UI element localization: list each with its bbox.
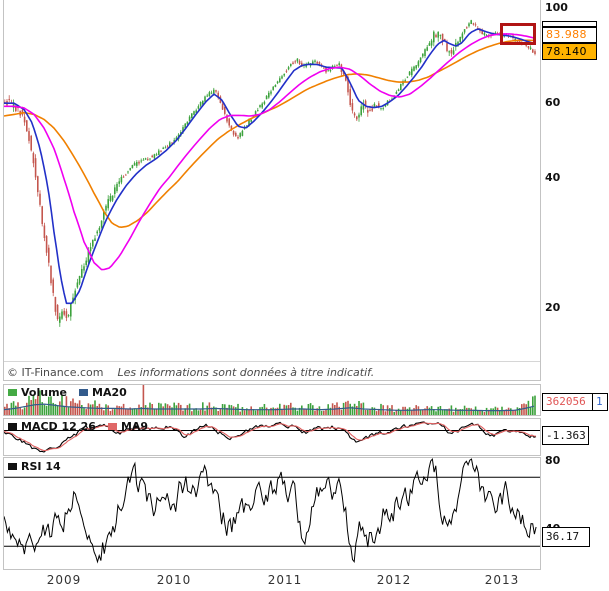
copyright-disclaimer: Les informations sont données à titre in… <box>117 366 375 379</box>
rsi-swatch-icon <box>8 463 17 470</box>
volume-legend: Volume MA20 <box>8 386 139 399</box>
rsi-legend-label: RSI 14 <box>21 460 61 473</box>
x-axis-year-2010: 2010 <box>156 573 192 587</box>
x-axis-year-2011: 2011 <box>267 573 303 587</box>
macd-ma9-swatch-icon <box>107 423 117 430</box>
macd-legend: MACD 12 26 MA9 <box>8 420 160 433</box>
copyright-separator <box>4 361 540 362</box>
volume-legend-label: Volume <box>21 386 67 399</box>
rsi-value-box: 36.17 <box>542 527 590 547</box>
volume-ma20-swatch-icon <box>79 389 88 396</box>
price-axis-label-100: 100 <box>545 1 568 14</box>
x-axis-year-2009: 2009 <box>46 573 82 587</box>
copyright-source: © IT-Finance.com <box>7 366 104 379</box>
rsi-axis-label-80: 80 <box>545 454 561 467</box>
price-peek-box <box>542 21 597 27</box>
x-axis-year-2012: 2012 <box>376 573 412 587</box>
x-axis-year-2013: 2013 <box>484 573 520 587</box>
macd-ma9-legend-label: MA9 <box>120 420 149 433</box>
last-price-box: 78.140 <box>542 43 597 60</box>
price-axis-label-60: 60 <box>545 96 561 109</box>
rsi-legend: RSI 14 <box>8 460 73 473</box>
copyright-bar: © IT-Finance.com Les informations sont do… <box>7 366 374 379</box>
price-axis-label-20: 20 <box>545 301 561 314</box>
volume-swatch-icon <box>8 389 17 396</box>
highlight-annotation-rect <box>500 23 536 45</box>
ma-value-box: 83.988 <box>542 27 597 43</box>
macd-legend-label: MACD 12 26 <box>21 420 96 433</box>
price-axis-label-40: 40 <box>545 171 561 184</box>
volume-value-box: 362056 <box>542 393 593 411</box>
volume-suffix-box: 1 <box>592 393 608 411</box>
macd-value-box: -1.363 <box>542 426 589 445</box>
volume-ma20-legend-label: MA20 <box>92 386 127 399</box>
macd-swatch-icon <box>8 423 17 430</box>
